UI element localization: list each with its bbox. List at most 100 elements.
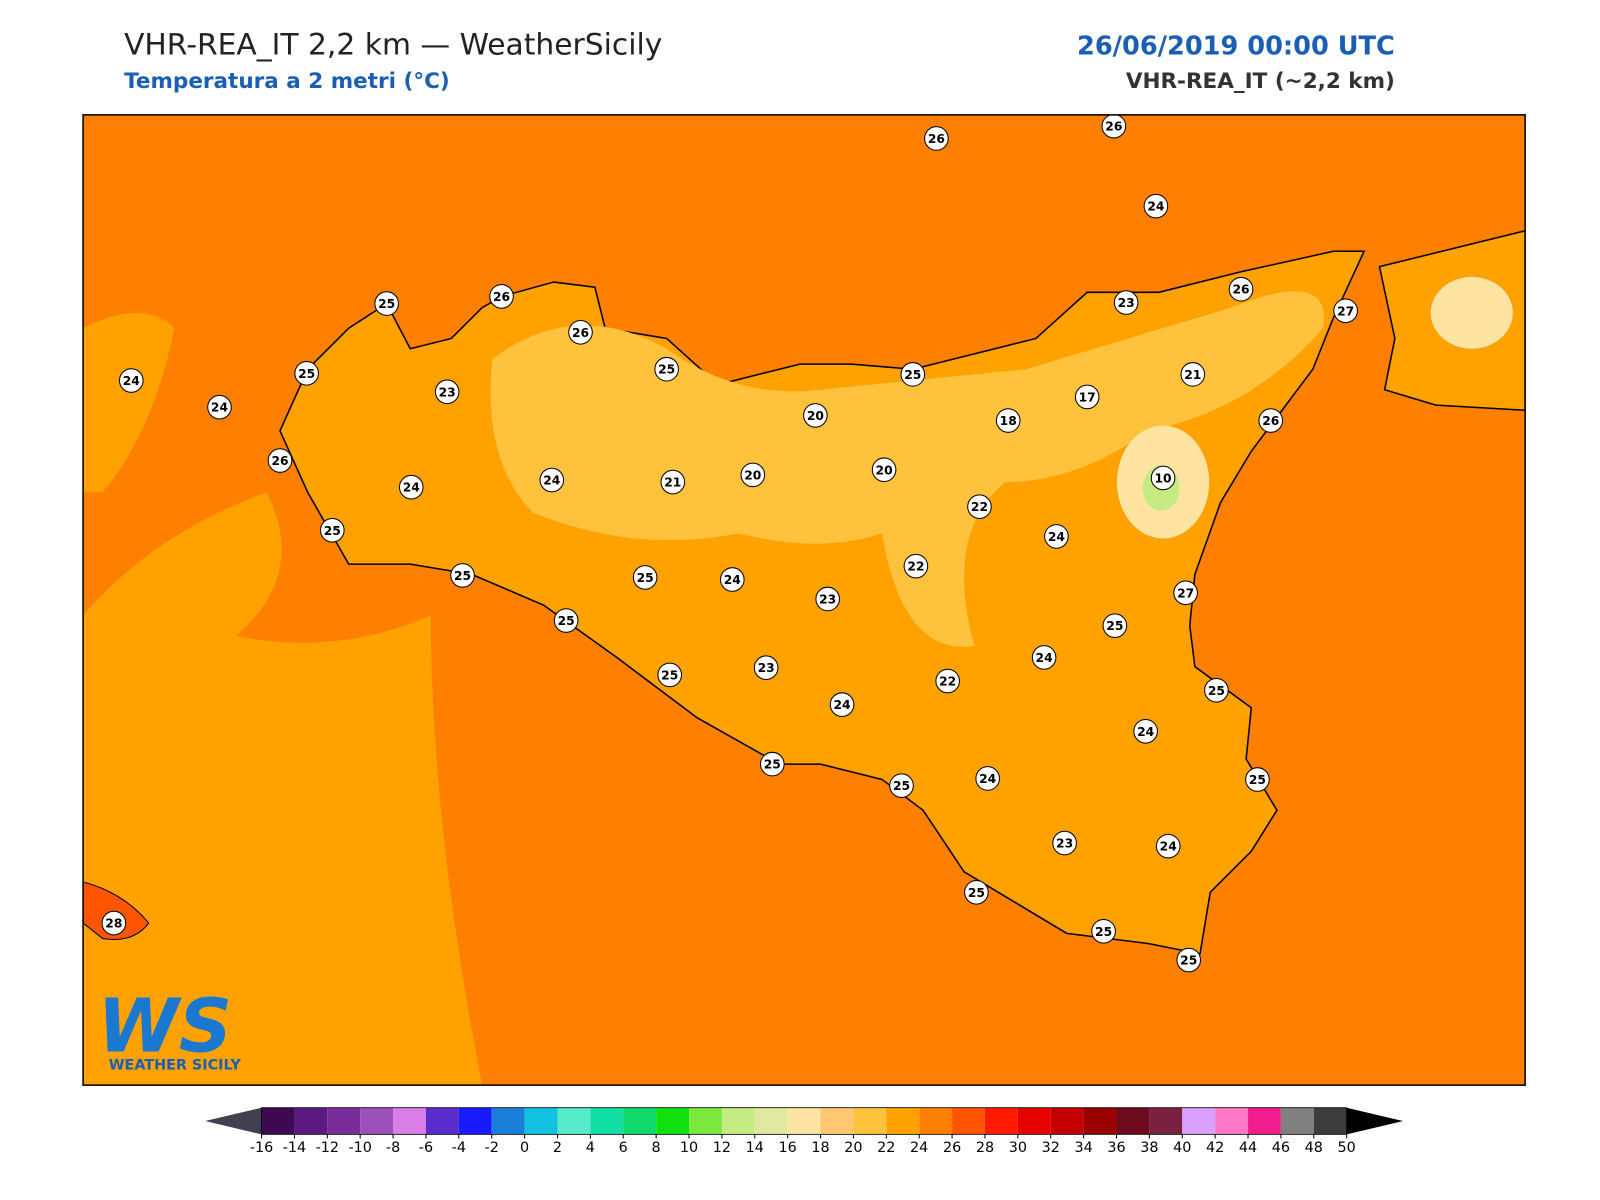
station-marker [1102,613,1128,638]
colorbar-bin [1116,1107,1150,1135]
colorbar-bin [787,1107,821,1135]
station-marker [720,567,745,592]
stations: 26 26 24 25 26 26 24 25 23 25 25 23 26 27 21 17 18 20 24 26… [101,114,1358,973]
station-value: 25 [324,524,341,538]
station-value: 20 [807,409,824,423]
colorbar-tick-label: -6 [419,1140,433,1156]
station-value: 20 [876,463,893,477]
colorbar-bin [1017,1107,1051,1135]
colorbar-tick-label: 46 [1272,1140,1290,1156]
logo-text: WEATHER SICILY [109,1058,242,1074]
colorbar-bin [919,1107,953,1135]
station-value: 22 [971,500,988,514]
station-marker [1044,524,1069,549]
station-value: 24 [1137,725,1154,739]
map-area: WS WEATHER SICILY 26 26 24 25 26 26 24 25 23 25 25… [83,114,1526,1086]
colorbar-tick-label: 28 [976,1140,994,1156]
station-marker [975,766,1000,791]
colorbar-tick-label: 22 [877,1140,895,1156]
colorbar-bin [360,1107,394,1135]
colorbar-tick-label: -16 [250,1140,273,1156]
colorbar-tick-label: -2 [485,1140,499,1156]
colorbar: -16 -14 -12 -10 -8 -6 -4 -2 0 2 4 6 8 10 12 14 16 18 20 22 2… [205,1107,1404,1156]
colorbar-tick-label: 0 [520,1140,529,1156]
station-value: 26 [1105,120,1122,134]
station-marker [207,394,232,420]
colorbar-tick-label: 42 [1206,1140,1224,1156]
station-value: 17 [1079,390,1096,404]
warm-area [83,312,175,493]
station-value: 23 [758,661,775,675]
station-marker [1113,290,1139,315]
station-marker [319,517,345,543]
station-marker [1074,384,1100,410]
station-value: 25 [658,363,675,377]
station-value: 23 [1056,837,1073,851]
station-marker [815,586,840,612]
station-marker [434,379,460,405]
station-marker [374,291,399,316]
station-marker [889,773,914,798]
station-value: 24 [833,698,850,712]
colorbar-tick-label: 6 [619,1140,628,1156]
station-value: 25 [1106,619,1123,633]
station-marker [1176,947,1202,973]
station-marker [1180,362,1206,387]
colorbar-tick-label: 2 [553,1140,562,1156]
station-marker [398,474,424,500]
station-value: 22 [939,675,956,689]
colorbar-tick-label: 38 [1140,1140,1158,1156]
subtitle: Temperatura a 2 metri (°C) [124,69,450,94]
colorbar-bin [524,1107,558,1135]
station-value: 25 [968,886,985,900]
colorbar-bin [1050,1107,1084,1135]
colorbar-bin [1083,1107,1117,1135]
station-value: 25 [298,367,315,381]
station-value: 24 [211,401,228,415]
station-marker [740,462,766,488]
station-marker [1091,918,1116,944]
colorbar-tick-label: 20 [844,1140,862,1156]
station-value: 23 [439,385,456,399]
colorbar-tick-label: 34 [1074,1140,1092,1156]
station-marker [803,403,828,428]
station-marker [1155,833,1181,859]
station-value: 18 [1000,414,1017,428]
colorbar-tick-label: 30 [1009,1140,1027,1156]
station-marker [539,467,565,493]
station-value: 26 [1262,414,1279,428]
station-marker [657,662,683,688]
station-marker [553,608,579,633]
warm-area [83,492,483,1086]
station-value: 26 [493,290,510,304]
colorbar-bin [1248,1107,1281,1135]
station-marker [964,880,989,905]
station-marker [903,553,929,579]
station-value: 28 [105,917,122,931]
station-value: 25 [893,779,910,793]
station-marker [924,126,949,151]
station-marker [267,448,293,473]
station-value: 24 [1147,200,1164,214]
station-value: 25 [378,297,395,311]
colorbar-tick-label: 4 [586,1140,595,1156]
colorbar-frame [261,1107,1348,1135]
station-marker [1228,276,1254,302]
station-marker [1143,193,1169,219]
station-marker [118,368,144,393]
station-value: 20 [744,468,761,482]
colorbar-bin [491,1107,525,1135]
colorbar-bin [1280,1107,1314,1135]
colorbar-tick-label: 14 [746,1140,764,1156]
station-marker [1052,830,1077,856]
station-value: 25 [1180,954,1197,968]
station-value: 27 [1337,304,1354,318]
station-marker [871,457,897,483]
station-marker [489,284,514,309]
colorbar-tick-label: 44 [1239,1140,1257,1156]
station-marker [1258,408,1284,433]
station-value: 21 [1184,368,1201,382]
colorbar-tick-label: 16 [779,1140,797,1156]
